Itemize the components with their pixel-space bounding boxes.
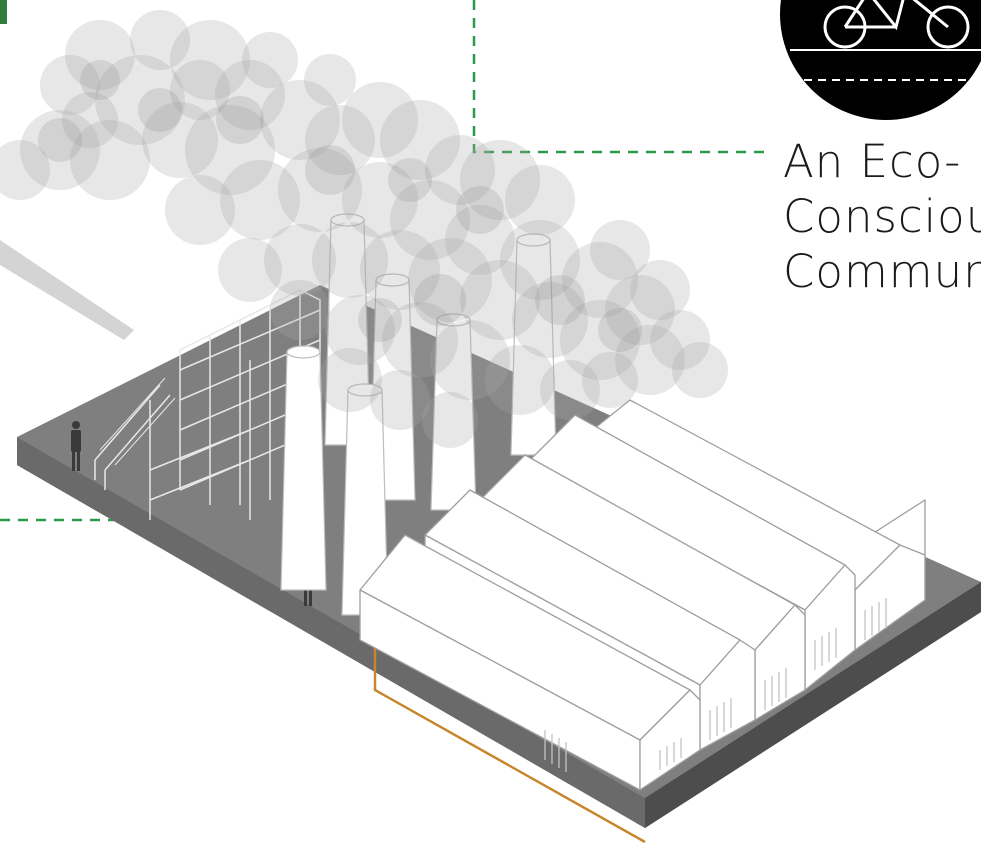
- chimney-4-top: [436, 313, 471, 327]
- caption-line-3: Commur: [783, 245, 981, 298]
- chimney-1-top: [330, 213, 365, 227]
- shed-front: [359, 534, 701, 791]
- chimney-5-top: [516, 233, 551, 247]
- bicycle-icon: [823, 0, 970, 49]
- smoke-cloud-shadow: [38, 60, 642, 352]
- caption-heading: An Eco- Consciou Commur: [783, 134, 981, 299]
- caption-line-2: Consciou: [783, 190, 981, 243]
- bicycle-badge: [780, 0, 981, 120]
- factory-sheds: [359, 399, 926, 791]
- chimney-3-top: [375, 273, 410, 287]
- person-left: [71, 421, 81, 471]
- badge-circle: [780, 0, 981, 120]
- green-badge-fragment: [0, 0, 7, 24]
- smoke-cloud: [0, 10, 728, 448]
- chimney-6-top: [347, 383, 383, 397]
- chimney-2-top: [286, 345, 321, 359]
- caption-line-1: An Eco-: [783, 135, 962, 188]
- chimneys: [280, 213, 557, 616]
- slab-front-edge: [17, 437, 645, 828]
- dashed-line-top: [472, 0, 770, 154]
- slab-right-edge: [645, 582, 981, 828]
- street-strip: [0, 240, 134, 340]
- scaffolding: [94, 289, 321, 520]
